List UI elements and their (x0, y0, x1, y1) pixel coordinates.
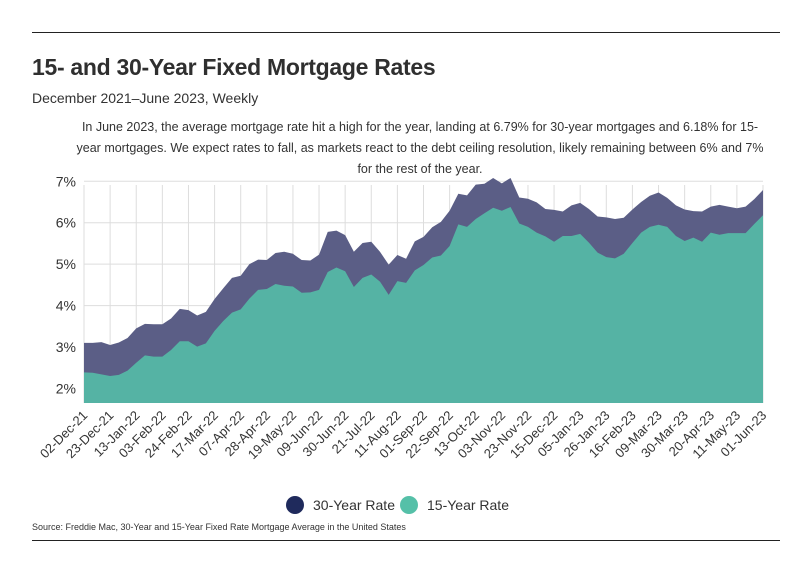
chart-subtitle: December 2021–June 2023, Weekly (32, 90, 259, 106)
legend-item-15-year: 15-Year Rate (400, 496, 509, 514)
y-axis-tick-labels: 2% 3% 4% 5% 6% 7% (56, 173, 76, 396)
area-15-year-rate (84, 206, 763, 403)
y-tick-label: 2% (56, 380, 76, 396)
y-tick-label: 5% (56, 256, 76, 272)
y-tick-label: 3% (56, 339, 76, 355)
bottom-rule (32, 540, 780, 541)
source-note: Source: Freddie Mac, 30-Year and 15-Year… (32, 522, 406, 532)
legend-label-15-year: 15-Year Rate (427, 497, 509, 513)
mortgage-rates-area-chart: 2% 3% 4% 5% 6% 7% 02-Dec-2123-Dec-2113-Jan-22… (37, 173, 770, 463)
chart-annotation: In June 2023, the average mortgage rate … (76, 120, 764, 176)
chart-title: 15- and 30-Year Fixed Mortgage Rates (32, 54, 436, 80)
legend-dot-15-year-icon (400, 496, 418, 514)
y-tick-label: 7% (56, 173, 76, 189)
y-tick-label: 6% (56, 215, 76, 231)
legend-item-30-year: 30-Year Rate (286, 496, 395, 514)
legend-dot-30-year-icon (286, 496, 304, 514)
chart-legend: 30-Year Rate 15-Year Rate (0, 496, 801, 516)
legend-label-30-year: 30-Year Rate (313, 497, 395, 513)
top-rule (32, 32, 780, 33)
y-tick-label: 4% (56, 298, 76, 314)
x-axis-tick-labels: 02-Dec-2123-Dec-2113-Jan-2203-Feb-2224-F… (37, 408, 770, 463)
